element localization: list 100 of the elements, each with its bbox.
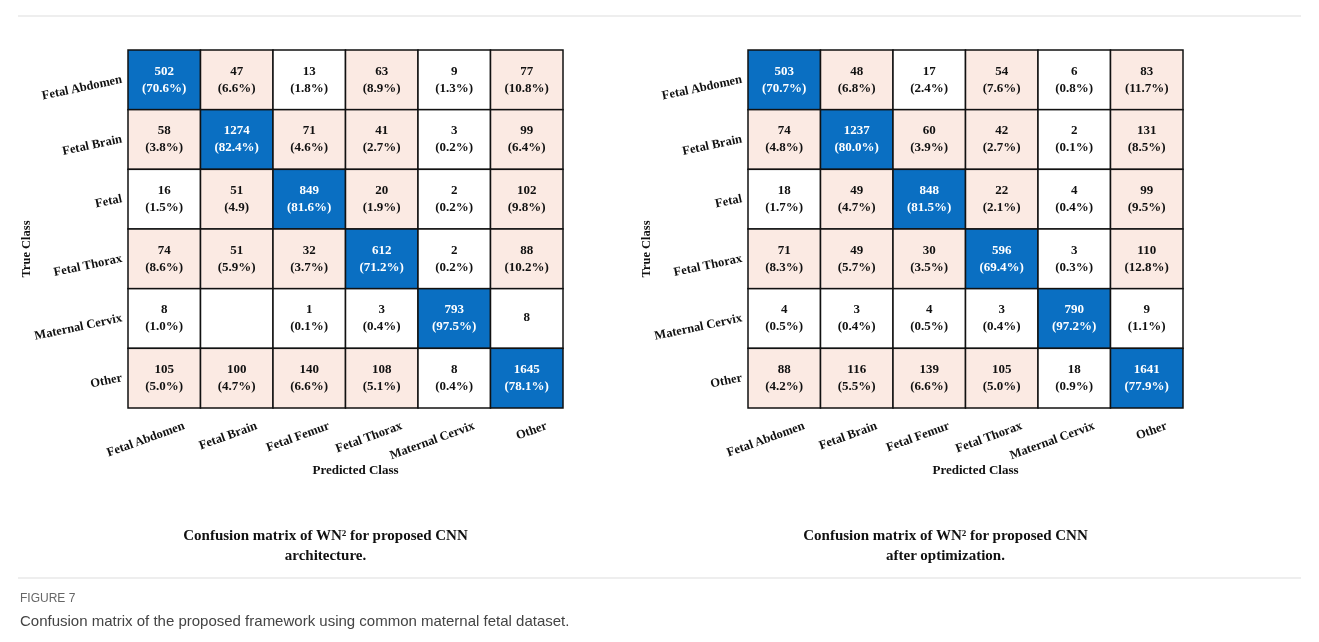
data-label: 9 xyxy=(451,62,458,78)
data-label: 849 xyxy=(299,182,320,198)
annotation: (0.4%) xyxy=(1055,199,1094,215)
data-label: 790 xyxy=(1064,301,1084,317)
data-label: 1 xyxy=(306,301,313,317)
annotation: (5.7%) xyxy=(837,258,876,274)
annotation: (97.2%) xyxy=(1052,318,1097,334)
annotation: (8.9%) xyxy=(362,79,401,95)
data-label: 74 xyxy=(157,241,172,257)
data-label: 17 xyxy=(922,62,937,78)
data-label: 1274 xyxy=(223,122,251,138)
annotation: (0.4%) xyxy=(435,378,474,394)
data-label: 4 xyxy=(1071,182,1078,198)
data-label: 51 xyxy=(230,182,244,198)
data-label: 51 xyxy=(230,241,244,257)
data-label: 63 xyxy=(375,62,389,78)
data-label: 83 xyxy=(1140,62,1154,78)
annotation: (9.5%) xyxy=(1127,199,1166,215)
annotation: (12.8%) xyxy=(1124,258,1169,274)
data-label: 2 xyxy=(1071,122,1078,138)
data-label: 9 xyxy=(1143,301,1151,317)
y-tick-label: Fetal xyxy=(713,191,744,211)
data-label: 54 xyxy=(995,62,1009,78)
annotation: (70.6%) xyxy=(142,79,187,95)
annotation: (0.1%) xyxy=(290,318,329,334)
annotation: (1.1%) xyxy=(1127,318,1166,334)
annotation: (3.7%) xyxy=(290,258,329,274)
data-label: 22 xyxy=(995,182,1009,198)
y-tick-label: Fetal xyxy=(93,191,124,211)
data-label: 596 xyxy=(992,241,1012,257)
annotation: (1.5%) xyxy=(145,199,184,215)
text: Confusion matrix of the proposed framework using common maternal fetal dataset. xyxy=(20,612,570,629)
annotation: (7.6%) xyxy=(982,79,1021,95)
annotation: (4.8%) xyxy=(765,139,804,155)
y-tick-label: Maternal Cervix xyxy=(33,310,124,343)
annotation: (4.9) xyxy=(224,199,250,215)
annotation: (82.4%) xyxy=(214,139,259,155)
x-tick-label: Other xyxy=(1133,418,1170,443)
annotation: (0.2%) xyxy=(435,258,474,274)
data-label: 131 xyxy=(1137,122,1157,138)
annotation: (6.6%) xyxy=(290,378,329,394)
data-label: 18 xyxy=(1067,361,1082,377)
data-label: 2 xyxy=(451,241,458,257)
data-label: 3 xyxy=(998,301,1006,317)
annotation: (4.7%) xyxy=(837,199,876,215)
x-tick-label: Other xyxy=(513,418,550,443)
annotation: (77.9%) xyxy=(1124,378,1169,394)
data-label: 8 xyxy=(161,301,168,317)
annotation: (4.6%) xyxy=(290,139,329,155)
data-label: 105 xyxy=(154,361,175,377)
y-tick-label: Other xyxy=(709,370,744,391)
data-label: 32 xyxy=(302,241,316,257)
data-label: 140 xyxy=(299,361,319,377)
annotation: (3.5%) xyxy=(910,258,949,274)
caption: FIGURE 7 xyxy=(20,591,76,605)
y-tick-label: Fetal Brain xyxy=(60,131,124,158)
annotation: (5.1%) xyxy=(362,378,401,394)
data-label: 42 xyxy=(995,122,1009,138)
annotation: (81.5%) xyxy=(907,199,952,215)
annotation: (0.9%) xyxy=(1055,378,1094,394)
data-label: 3 xyxy=(378,301,386,317)
annotation: (3.8%) xyxy=(145,139,184,155)
data-label: 1645 xyxy=(513,361,541,377)
data-label: 77 xyxy=(520,62,534,78)
data-label: 6 xyxy=(1071,62,1078,78)
data-label: 102 xyxy=(517,182,537,198)
data-label: 100 xyxy=(227,361,247,377)
annotation: (8.5%) xyxy=(1127,139,1166,155)
data-label: 18 xyxy=(777,182,792,198)
annotation: (1.3%) xyxy=(435,79,474,95)
annotation: (71.2%) xyxy=(359,258,404,274)
annotation: (0.1%) xyxy=(1055,139,1094,155)
annotation: (0.8%) xyxy=(1055,79,1094,95)
annotation: (1.7%) xyxy=(765,199,804,215)
data-label: 13 xyxy=(302,62,317,78)
annotation: (8.6%) xyxy=(145,258,184,274)
annotation: (2.7%) xyxy=(982,139,1021,155)
x-tick-label: Fetal Femur xyxy=(264,418,332,455)
annotation: (10.2%) xyxy=(504,258,549,274)
y-tick-label: Other xyxy=(89,370,124,391)
data-label: 3 xyxy=(1071,241,1078,257)
y-axis-title: True Class xyxy=(639,220,653,278)
y-tick-label: Fetal Abdomen xyxy=(660,71,744,103)
data-label: 74 xyxy=(777,122,792,138)
data-label: 71 xyxy=(302,122,316,138)
text: Confusion matrix of WN² for proposed CNN architecture. xyxy=(183,527,468,563)
x-tick-label: Fetal Brain xyxy=(196,418,259,453)
data-label: 99 xyxy=(1140,182,1154,198)
data-label: 2 xyxy=(451,182,458,198)
annotation: (0.5%) xyxy=(910,318,949,334)
annotation: (4.2%) xyxy=(765,378,804,394)
x-axis-title: Predicted Class xyxy=(312,462,399,477)
data-label: 110 xyxy=(1137,241,1157,257)
y-tick-label: Fetal Brain xyxy=(680,131,744,158)
x-axis-title: Predicted Class xyxy=(932,462,1019,477)
annotation: (10.8%) xyxy=(504,79,549,95)
annotation: (5.9%) xyxy=(217,258,256,274)
data-label: 503 xyxy=(774,62,795,78)
data-label: 116 xyxy=(847,361,867,377)
annotation: (0.2%) xyxy=(435,199,474,215)
